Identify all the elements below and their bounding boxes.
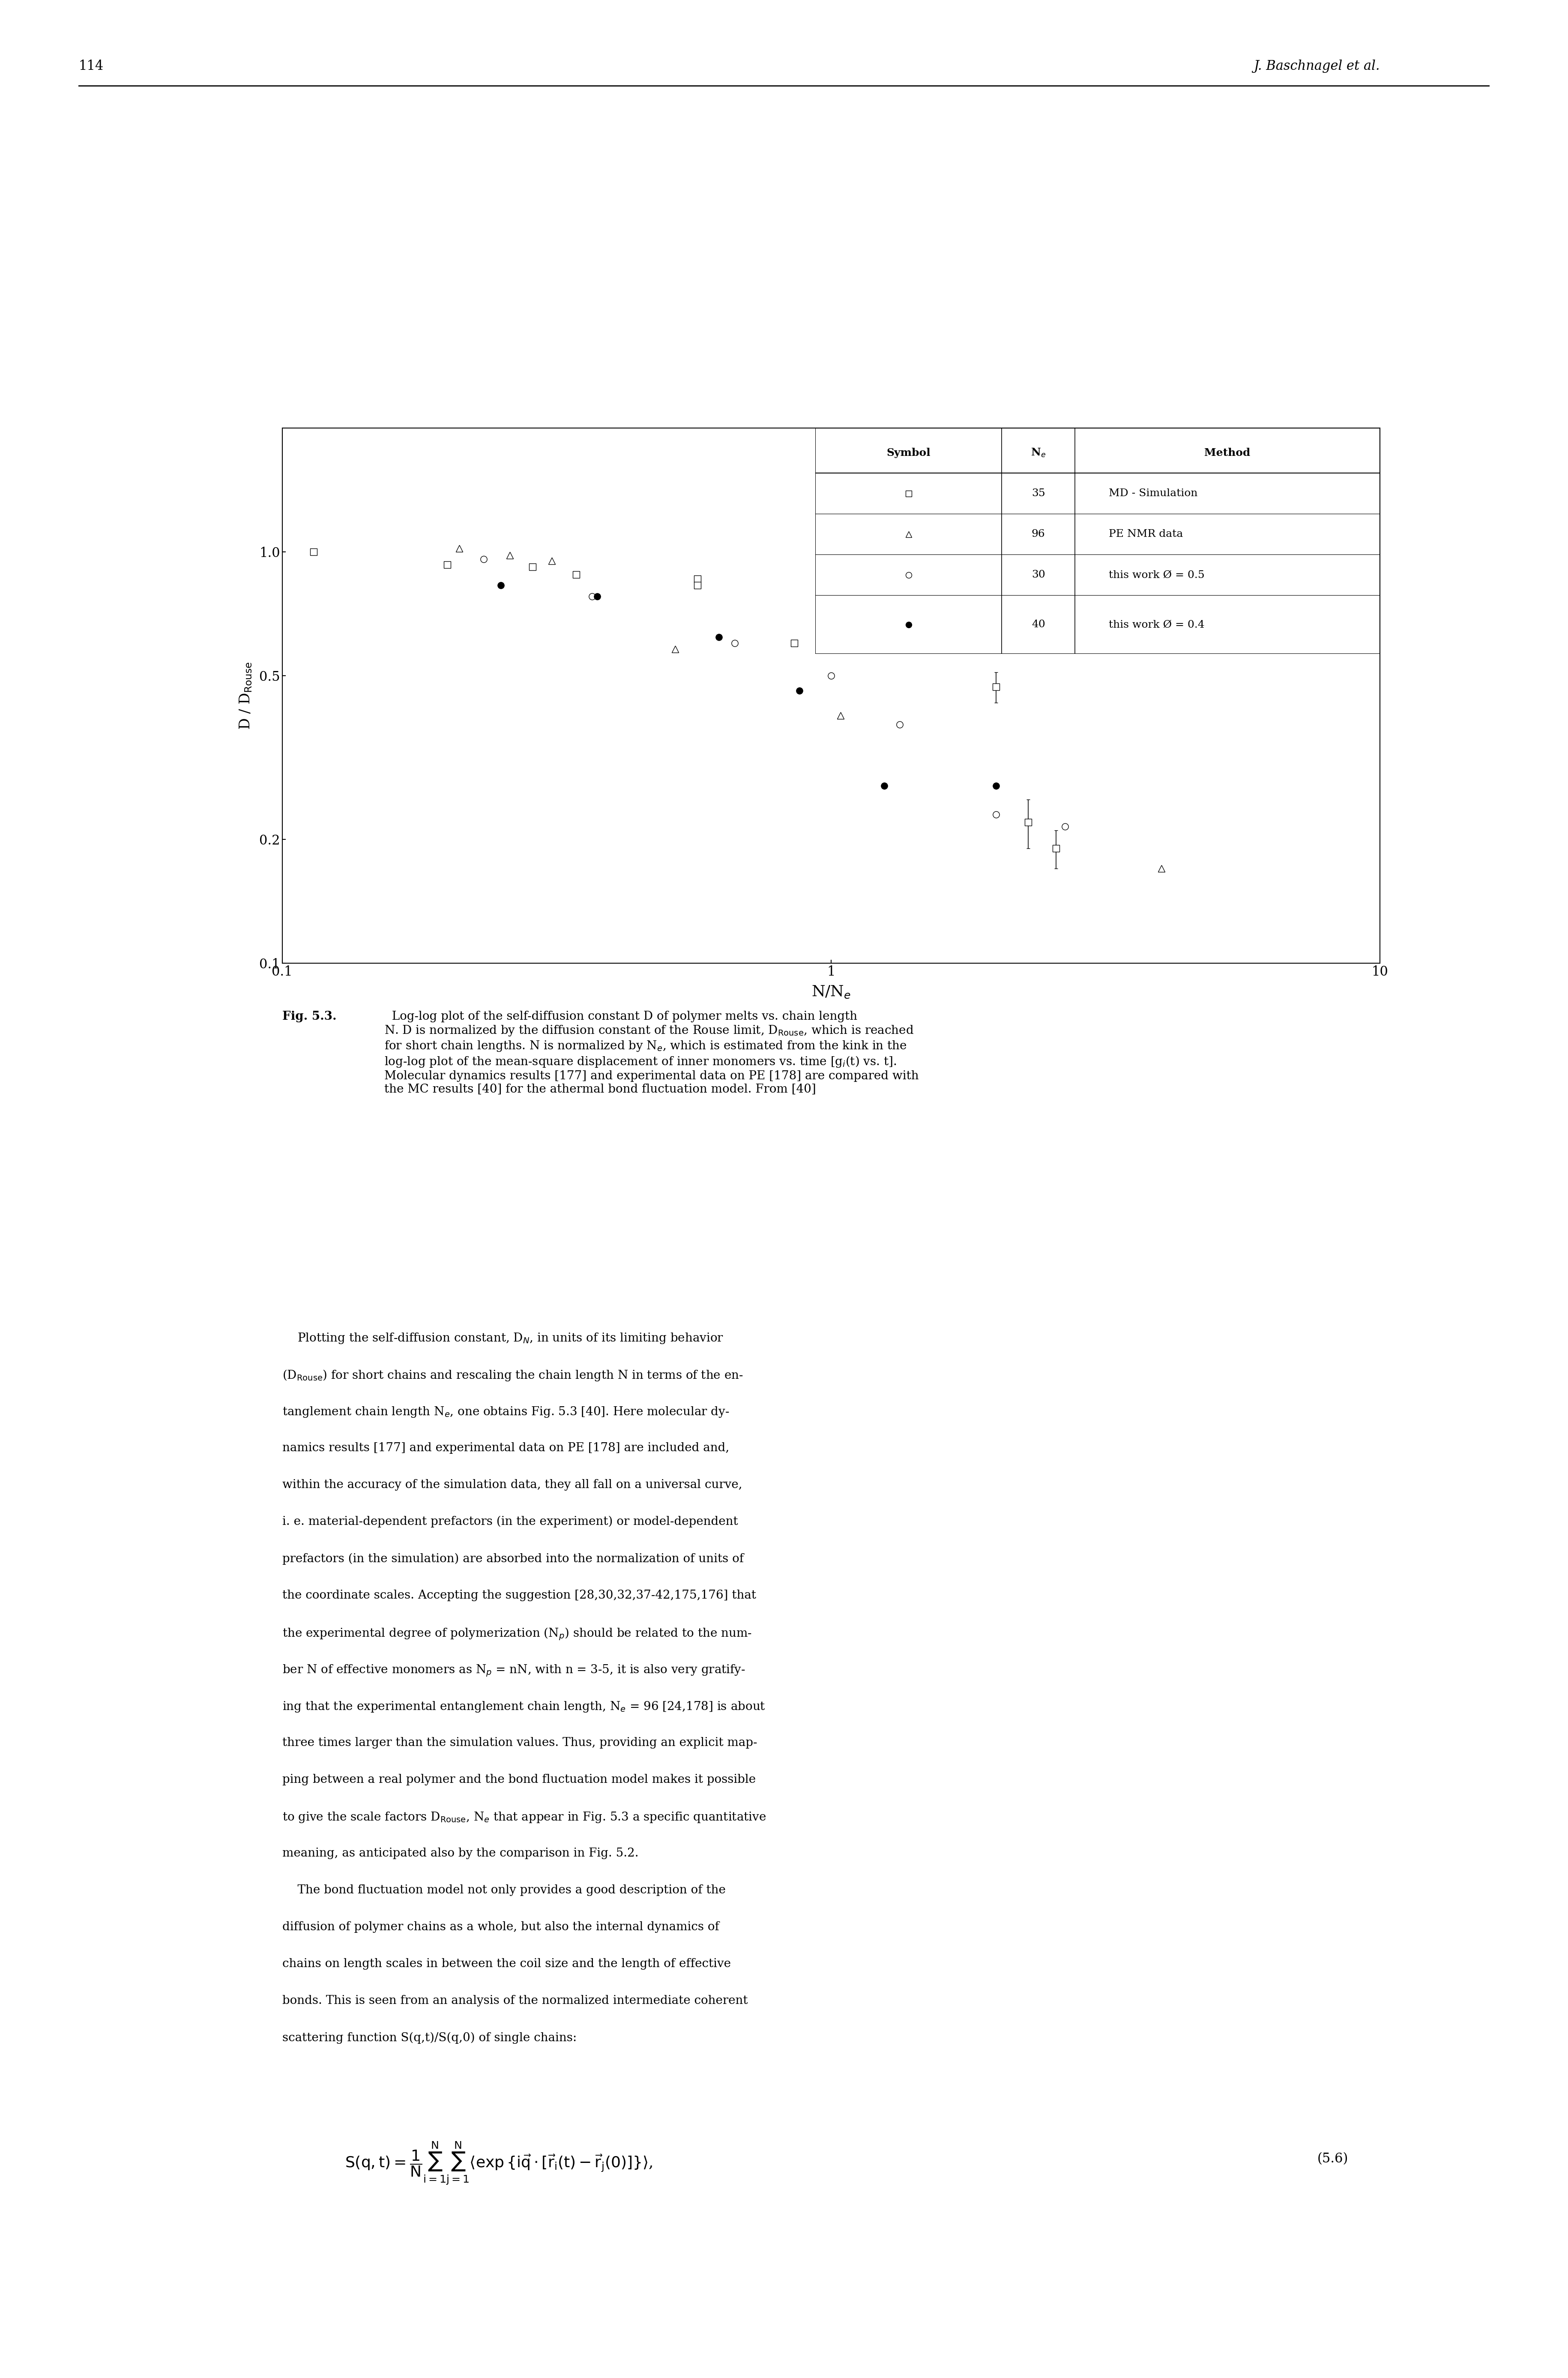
Text: i. e. material-dependent prefactors (in the experiment) or model-dependent: i. e. material-dependent prefactors (in … [282,1517,739,1527]
Text: (5.6): (5.6) [1317,2152,1348,2166]
Text: ing that the experimental entanglement chain length, N$_e$ = 96 [24,178] is abou: ing that the experimental entanglement c… [282,1700,765,1715]
Text: Log-log plot of the self-diffusion constant D of polymer melts vs. chain length
: Log-log plot of the self-diffusion const… [384,1011,919,1096]
Text: ber N of effective monomers as N$_p$ = nN, with n = 3-5, it is also very gratify: ber N of effective monomers as N$_p$ = n… [282,1665,745,1679]
Text: Plotting the self-diffusion constant, D$_N$, in units of its limiting behavior: Plotting the self-diffusion constant, D$… [282,1332,723,1346]
Text: within the accuracy of the simulation data, they all fall on a universal curve,: within the accuracy of the simulation da… [282,1479,742,1491]
Text: scattering function S(q,t)/S(q,0) of single chains:: scattering function S(q,t)/S(q,0) of sin… [282,2031,577,2043]
Text: The bond fluctuation model not only provides a good description of the: The bond fluctuation model not only prov… [282,1883,726,1895]
Text: prefactors (in the simulation) are absorbed into the normalization of units of: prefactors (in the simulation) are absor… [282,1553,743,1565]
Text: 35: 35 [1032,487,1046,499]
Text: $\mathrm{S(q, t) = \dfrac{1}{N} \sum_{i=1}^{N} \sum_{j=1}^{N} \langle \exp\{ i\v: $\mathrm{S(q, t) = \dfrac{1}{N} \sum_{i=… [345,2140,652,2185]
Text: ping between a real polymer and the bond fluctuation model makes it possible: ping between a real polymer and the bond… [282,1774,756,1786]
Text: PE NMR data: PE NMR data [1109,530,1184,540]
Text: Method: Method [1204,447,1250,459]
Text: diffusion of polymer chains as a whole, but also the internal dynamics of: diffusion of polymer chains as a whole, … [282,1921,720,1933]
Text: the coordinate scales. Accepting the suggestion [28,30,32,37-42,175,176] that: the coordinate scales. Accepting the sug… [282,1589,756,1600]
Text: three times larger than the simulation values. Thus, providing an explicit map-: three times larger than the simulation v… [282,1736,757,1748]
Text: to give the scale factors D$_{\mathrm{Rouse}}$, N$_e$ that appear in Fig. 5.3 a : to give the scale factors D$_{\mathrm{Ro… [282,1812,767,1824]
Text: 40: 40 [1032,621,1046,630]
Text: namics results [177] and experimental data on PE [178] are included and,: namics results [177] and experimental da… [282,1441,729,1453]
Text: N$_e$: N$_e$ [1030,447,1046,459]
Text: 96: 96 [1032,530,1046,540]
Text: chains on length scales in between the coil size and the length of effective: chains on length scales in between the c… [282,1959,731,1969]
Text: tanglement chain length N$_e$, one obtains Fig. 5.3 [40]. Here molecular dy-: tanglement chain length N$_e$, one obtai… [282,1405,729,1420]
Text: 30: 30 [1032,571,1046,580]
Text: J. Baschnagel et al.: J. Baschnagel et al. [1254,59,1380,74]
Text: Symbol: Symbol [886,447,930,459]
Text: 114: 114 [78,59,103,74]
Text: (D$_{\mathrm{Rouse}}$) for short chains and rescaling the chain length N in term: (D$_{\mathrm{Rouse}}$) for short chains … [282,1370,743,1382]
Text: MD - Simulation: MD - Simulation [1109,487,1198,499]
Text: this work Ø = 0.5: this work Ø = 0.5 [1109,571,1204,580]
Y-axis label: D / D$_{\mathrm{Rouse}}$: D / D$_{\mathrm{Rouse}}$ [238,661,254,730]
Text: the experimental degree of polymerization (N$_p$) should be related to the num-: the experimental degree of polymerizatio… [282,1627,751,1641]
Text: meaning, as anticipated also by the comparison in Fig. 5.2.: meaning, as anticipated also by the comp… [282,1848,638,1860]
Text: Fig. 5.3.: Fig. 5.3. [282,1011,337,1023]
X-axis label: N/N$_e$: N/N$_e$ [811,984,851,999]
Text: this work Ø = 0.4: this work Ø = 0.4 [1109,621,1204,630]
Text: bonds. This is seen from an analysis of the normalized intermediate coherent: bonds. This is seen from an analysis of … [282,1995,748,2007]
